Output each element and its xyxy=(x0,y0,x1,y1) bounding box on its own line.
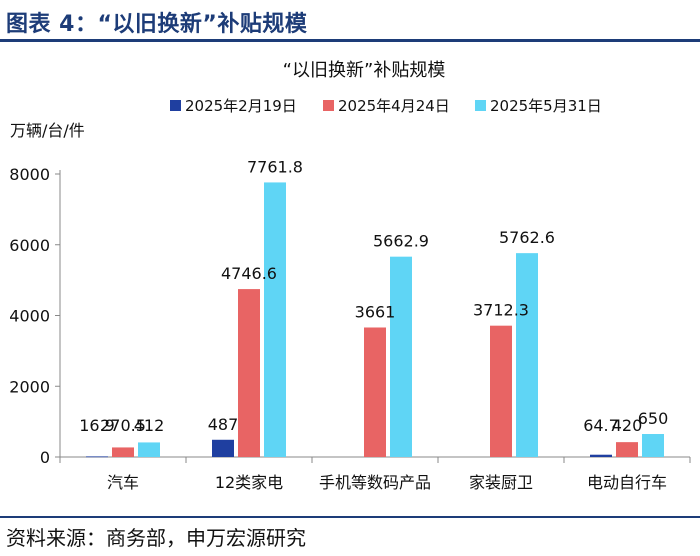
bar xyxy=(86,456,108,458)
data-label: 3712.3 xyxy=(473,301,529,320)
header-rule xyxy=(0,39,700,42)
source-note: 资料来源：商务部，申万宏源研究 xyxy=(6,526,306,550)
data-label: 650 xyxy=(638,409,669,428)
x-axis: 汽车 12类家电 手机等数码产品 家装厨卫 电动自行车 xyxy=(59,456,691,492)
x-tick-label: 汽车 xyxy=(107,473,139,492)
x-tick-label: 家装厨卫 xyxy=(469,473,533,492)
bar xyxy=(238,289,260,457)
bar xyxy=(642,434,664,457)
data-label: 7761.8 xyxy=(247,157,303,176)
bars xyxy=(86,182,664,458)
bar xyxy=(212,439,234,457)
data-label: 5762.6 xyxy=(499,228,555,247)
bar xyxy=(590,454,612,457)
legend-swatch xyxy=(170,100,181,111)
data-label: 64.7 xyxy=(583,416,619,435)
legend-swatch xyxy=(475,100,486,111)
y-tick-label: 0 xyxy=(40,448,50,467)
x-tick-label: 12类家电 xyxy=(215,473,283,492)
legend-item: 2025年4月24日 xyxy=(323,97,450,115)
legend-label: 2025年4月24日 xyxy=(338,97,450,115)
data-label: 3661 xyxy=(355,302,396,321)
footer-rule xyxy=(0,516,700,518)
legend: 2025年2月19日 2025年4月24日 2025年5月31日 xyxy=(170,97,602,115)
y-tick-label: 8000 xyxy=(9,165,50,184)
data-label: 412 xyxy=(134,416,165,435)
y-tick-label: 6000 xyxy=(9,236,50,255)
legend-swatch xyxy=(323,100,334,111)
legend-item: 2025年5月31日 xyxy=(475,97,602,115)
data-label: 420 xyxy=(612,416,643,435)
chart-title: “以旧换新”补贴规模 xyxy=(283,60,446,81)
legend-item: 2025年2月19日 xyxy=(170,97,297,115)
bar xyxy=(516,253,538,457)
data-label: 4746.6 xyxy=(221,264,277,283)
data-label: 16.9 xyxy=(79,416,115,435)
x-tick-label: 手机等数码产品 xyxy=(319,473,431,492)
y-axis: 0 2000 4000 6000 8000 xyxy=(9,165,61,467)
y-tick-label: 4000 xyxy=(9,307,50,326)
figure-title: 图表 4：“以旧换新”补贴规模 xyxy=(6,12,308,37)
bar xyxy=(264,182,286,457)
y-tick-label: 2000 xyxy=(9,377,50,396)
legend-label: 2025年5月31日 xyxy=(490,97,602,115)
legend-label: 2025年2月19日 xyxy=(185,97,297,115)
bar xyxy=(138,442,160,457)
bar xyxy=(616,442,638,457)
data-label: 5662.9 xyxy=(373,232,429,251)
bar-chart: “以旧换新”补贴规模 2025年2月19日 2025年4月24日 2025年5月31… xyxy=(9,60,691,492)
x-tick-label: 电动自行车 xyxy=(587,473,667,492)
header: 图表 4：“以旧换新”补贴规模 xyxy=(0,0,700,44)
bar xyxy=(490,325,512,457)
data-label: 487 xyxy=(208,415,239,434)
bar xyxy=(112,447,134,457)
bar xyxy=(364,327,386,457)
bar xyxy=(390,256,412,457)
data-label: 270.5 xyxy=(100,416,146,435)
y-axis-label: 万辆/台/件 xyxy=(10,121,85,140)
